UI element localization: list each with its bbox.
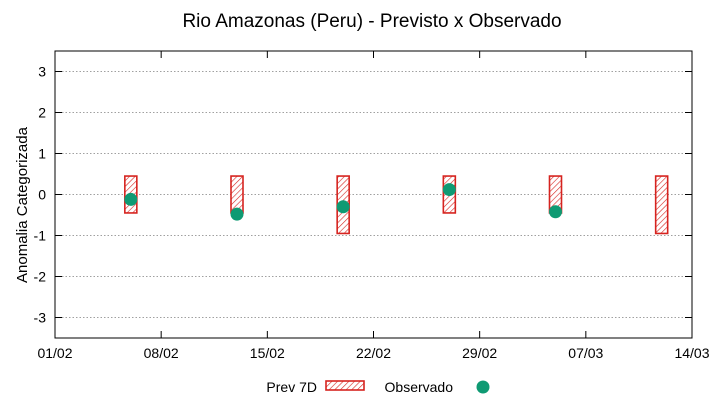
observado-series (124, 183, 562, 221)
observado-point (230, 207, 244, 221)
y-tick-label: -1 (34, 228, 47, 244)
x-tick-label: 22/02 (356, 345, 391, 361)
chart-title: Rio Amazonas (Peru) - Previsto x Observa… (182, 11, 561, 32)
y-tick-label: 2 (38, 105, 46, 121)
legend-swatch-prev-7d (325, 380, 365, 391)
observado-point (336, 200, 350, 214)
prev-7d-series (124, 175, 669, 235)
x-tick-label: 08/02 (144, 345, 179, 361)
x-tick-label: 07/03 (568, 345, 603, 361)
x-tick-label: 29/02 (462, 345, 497, 361)
legend: Prev 7D Observado (266, 379, 490, 395)
prev-7d-box (654, 175, 669, 235)
plot-frame (54, 50, 693, 339)
observado-point (442, 183, 456, 197)
y-tick-label: -3 (34, 310, 47, 326)
observado-point (124, 192, 138, 206)
y-tick-label: 0 (38, 187, 46, 203)
prev-7d-box (230, 175, 244, 214)
legend-label-prev-7d: Prev 7D (266, 379, 317, 395)
y-tick-labels: 3 2 1 0 -1 -2 -3 (34, 64, 47, 326)
y-tick-label: 3 (38, 64, 46, 80)
x-tick-label: 01/02 (37, 345, 72, 361)
axis-ticks (54, 51, 693, 338)
x-tick-label: 14/03 (674, 345, 709, 361)
y-tick-label: 1 (38, 146, 46, 162)
grid-lines (55, 71, 692, 318)
observado-point (549, 205, 562, 219)
x-tick-labels: 01/02 08/02 15/02 22/02 29/02 07/03 14/03 (37, 345, 709, 361)
y-axis-label: Anomalia Categorizada (14, 126, 31, 283)
legend-label-observado: Observado (385, 379, 454, 395)
x-tick-label: 15/02 (250, 345, 285, 361)
legend-swatch-observado (476, 380, 490, 394)
y-tick-label: -2 (34, 269, 47, 285)
